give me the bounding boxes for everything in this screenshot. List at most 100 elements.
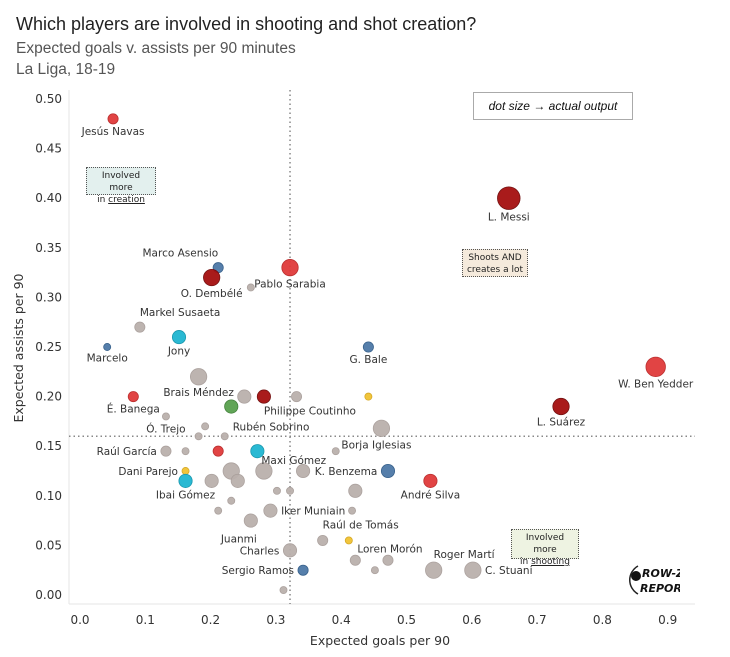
data-point	[362, 341, 374, 353]
row-z-report-logo: ROW-Z REPORT	[628, 562, 690, 598]
both-note: Shoots AND creates a lot	[462, 249, 528, 277]
data-point	[286, 486, 294, 495]
data-point	[161, 412, 170, 421]
data-point	[103, 343, 112, 351]
point-label: Roger Martí	[434, 549, 496, 561]
data-point	[256, 389, 271, 404]
data-point	[297, 564, 309, 576]
y-tick-label: 0.30	[35, 290, 62, 304]
chart-league: La Liga, 18-19	[16, 61, 116, 78]
data-point	[331, 447, 340, 456]
logo-line1: ROW-Z	[642, 567, 680, 580]
data-point	[380, 463, 396, 479]
x-tick-label: 0.5	[397, 613, 416, 627]
x-tick-label: 0.6	[462, 613, 481, 627]
point-label: Sergio Ramos	[222, 565, 294, 577]
point-label: K. Benzema	[315, 466, 378, 478]
y-tick-label: 0.25	[35, 340, 62, 354]
size-legend-box: dot size → actual output	[473, 92, 633, 120]
x-tick-label: 0.0	[70, 613, 89, 627]
data-point	[203, 268, 221, 287]
data-point	[178, 473, 193, 488]
data-point	[160, 445, 172, 457]
creation-note-prefix: in	[97, 195, 109, 205]
point-label: L. Messi	[488, 212, 530, 224]
data-point	[227, 496, 236, 505]
shooting-note-line1: Involved more	[525, 533, 565, 555]
data-point	[552, 397, 570, 416]
y-tick-label: 0.35	[35, 241, 62, 255]
data-point	[317, 534, 329, 546]
data-point	[250, 444, 265, 459]
x-tick-label: 0.1	[136, 613, 155, 627]
data-point	[382, 554, 394, 566]
data-point	[181, 447, 190, 456]
data-point	[237, 389, 252, 404]
point-label: Jesús Navas	[81, 126, 145, 138]
data-point	[212, 445, 224, 457]
point-label: G. Bale	[349, 354, 387, 366]
data-point	[263, 503, 278, 518]
shooting-note: Involved more in shooting	[511, 529, 579, 567]
point-label: Brais Méndez	[163, 387, 234, 399]
creation-note: Involved more in creation	[86, 167, 156, 205]
point-label: L. Suárez	[537, 417, 586, 429]
data-point	[281, 259, 299, 277]
x-tick-label: 0.8	[593, 613, 612, 627]
football-icon: ROW-Z REPORT	[629, 565, 690, 595]
x-axis-title: Expected goals per 90	[310, 633, 450, 648]
data-point	[201, 422, 210, 431]
y-tick-label: 0.10	[35, 489, 62, 503]
y-tick-label: 0.50	[35, 92, 62, 106]
creation-note-line1: Involved more	[101, 171, 141, 193]
point-label: André Silva	[401, 490, 461, 502]
data-point	[204, 473, 219, 488]
data-point	[279, 586, 288, 594]
both-note-line1: Shoots AND	[468, 253, 522, 263]
data-point	[255, 462, 273, 480]
data-point	[181, 467, 190, 475]
point-label: Rubén Sobrino	[233, 421, 310, 433]
creation-note-emph: creation	[108, 195, 145, 205]
x-tick-label: 0.3	[266, 613, 285, 627]
data-point	[497, 186, 521, 210]
data-point	[214, 506, 223, 515]
data-point	[348, 483, 363, 498]
logo-line2: REPORT	[640, 582, 680, 595]
shooting-note-prefix: in	[520, 557, 532, 567]
y-tick-label: 0.45	[35, 142, 62, 156]
data-point	[230, 473, 245, 488]
point-label: Raúl García	[97, 446, 157, 458]
point-label: Dani Parejo	[118, 466, 178, 478]
point-label: C. Stuani	[485, 565, 532, 577]
point-label: O. Dembélé	[181, 288, 243, 300]
y-tick-label: 0.00	[35, 588, 62, 602]
point-label: Maxi Gómez	[261, 455, 326, 467]
data-point	[190, 368, 208, 386]
point-label: Ó. Trejo	[146, 422, 185, 435]
data-point	[243, 513, 258, 528]
data-point	[370, 566, 379, 575]
x-tick-label: 0.2	[201, 613, 220, 627]
y-tick-label: 0.15	[35, 439, 62, 453]
chart-title: Which players are involved in shooting a…	[16, 14, 477, 34]
data-point	[423, 473, 438, 488]
chart-subtitle: Expected goals v. assists per 90 minutes	[16, 40, 296, 57]
x-tick-label: 0.4	[332, 613, 351, 627]
size-legend-text: dot size → actual output	[488, 99, 618, 113]
point-label: Charles	[240, 545, 280, 557]
data-point	[220, 432, 229, 441]
point-label: W. Ben Yedder	[618, 379, 694, 391]
data-point	[364, 392, 373, 401]
data-point	[425, 561, 443, 579]
point-label: É. Banega	[107, 403, 160, 416]
shooting-note-emph: shooting	[531, 557, 570, 567]
point-label: Iker Muniain	[281, 506, 345, 518]
data-point	[282, 543, 298, 558]
data-point	[194, 432, 203, 441]
point-label: Marcelo	[87, 353, 128, 365]
point-label: Pablo Sarabia	[254, 279, 326, 291]
both-note-line2: creates a lot	[466, 265, 524, 275]
data-point	[127, 391, 139, 403]
